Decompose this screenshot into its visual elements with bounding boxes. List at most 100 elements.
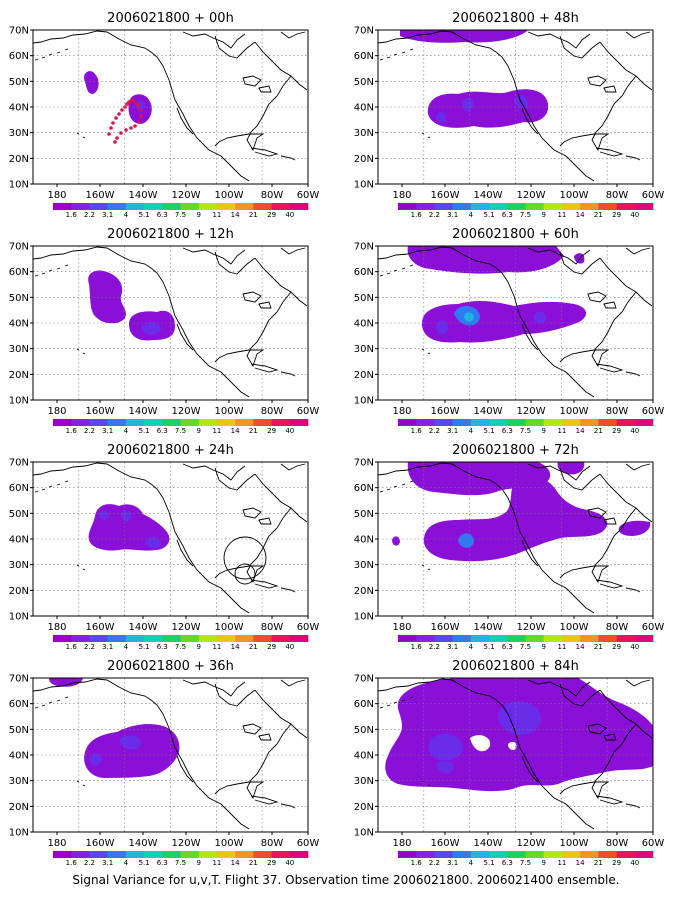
lat-tick-label: 60N	[354, 51, 374, 62]
observation-point	[129, 126, 133, 130]
colorbar-swatch	[525, 203, 545, 210]
colorbar-swatch	[507, 419, 526, 426]
colorbar-swatch	[543, 203, 563, 210]
variance-contour	[145, 536, 161, 549]
lat-tick-label: 50N	[9, 77, 29, 88]
colorbar-swatch	[162, 419, 181, 426]
lon-tick-label: 80W	[261, 838, 284, 849]
colorbar-swatch	[398, 851, 417, 858]
colorbar-swatch	[235, 203, 254, 210]
colorbar-swatch	[489, 851, 508, 858]
colorbar-label: 1.6	[411, 643, 423, 651]
colorbar-swatch	[289, 203, 309, 210]
colorbar-swatch	[144, 203, 163, 210]
lat-tick-label: 20N	[354, 370, 374, 381]
colorbar-swatch	[561, 203, 581, 210]
lon-tick-label: 80W	[606, 622, 629, 633]
lon-tick-label: 160W	[86, 622, 115, 633]
lat-tick-label: 60N	[9, 699, 29, 710]
colorbar-label: 40	[630, 211, 639, 219]
lon-tick-label: 120W	[172, 190, 201, 201]
colorbar-swatch	[198, 851, 218, 858]
lon-tick-label: 60W	[297, 622, 320, 633]
lat-tick-label: 60N	[354, 267, 374, 278]
lat-tick-label: 40N	[354, 751, 374, 762]
colorbar-label: 11	[212, 643, 221, 651]
colorbar-label: 11	[557, 211, 566, 219]
colorbar-label: 14	[231, 859, 240, 867]
lat-tick-label: 20N	[354, 586, 374, 597]
lon-tick-label: 140W	[129, 838, 158, 849]
lat-tick-label: 60N	[9, 51, 29, 62]
colorbar-swatch	[398, 419, 417, 426]
colorbar-swatch	[71, 203, 90, 210]
colorbar-swatch	[198, 635, 218, 642]
colorbar-label: 9	[541, 427, 545, 435]
colorbar-label: 11	[557, 643, 566, 651]
lat-tick-label: 30N	[354, 128, 374, 139]
lat-tick-label: 40N	[354, 535, 374, 546]
colorbar-swatch	[634, 635, 654, 642]
lat-tick-label: 20N	[354, 802, 374, 813]
observation-point	[111, 121, 115, 125]
lon-tick-label: 160W	[86, 190, 115, 201]
lon-tick-label: 60W	[297, 190, 320, 201]
colorbar-label: 7.5	[520, 427, 531, 435]
lat-tick-label: 10N	[9, 828, 29, 839]
colorbar-swatch	[489, 203, 508, 210]
colorbar-label: 3.1	[102, 859, 113, 867]
lon-tick-label: 160W	[86, 838, 115, 849]
observation-point	[133, 124, 137, 128]
colorbar-swatch	[198, 203, 218, 210]
colorbar-label: 1.6	[66, 859, 78, 867]
observation-point	[133, 100, 137, 104]
colorbar-label: 29	[612, 859, 621, 867]
variance-contour	[436, 112, 446, 123]
variance-contour	[407, 246, 564, 274]
lon-tick-label: 180	[47, 622, 66, 633]
colorbar-label: 3.1	[102, 427, 113, 435]
colorbar-swatch	[525, 851, 545, 858]
lat-tick-label: 30N	[9, 776, 29, 787]
panel-title: 2006021800 + 12h	[107, 227, 234, 242]
lat-tick-label: 30N	[354, 344, 374, 355]
colorbar-label: 40	[630, 643, 639, 651]
colorbar-swatch	[580, 419, 599, 426]
variance-contour	[436, 320, 448, 334]
variance-contour	[427, 89, 549, 128]
lon-tick-label: 180	[392, 406, 411, 417]
lat-tick-label: 40N	[9, 535, 29, 546]
variance-contour	[534, 311, 547, 324]
colorbar-swatch	[53, 635, 72, 642]
colorbar-label: 29	[612, 211, 621, 219]
colorbar-label: 2.2	[84, 859, 95, 867]
lat-tick-label: 30N	[9, 560, 29, 571]
lat-tick-label: 10N	[354, 396, 374, 407]
lat-tick-label: 60N	[354, 483, 374, 494]
lon-tick-label: 160W	[431, 190, 460, 201]
colorbar-swatch	[470, 635, 490, 642]
colorbar-swatch	[253, 203, 272, 210]
colorbar-label: 29	[612, 427, 621, 435]
colorbar-swatch	[470, 419, 490, 426]
lat-tick-label: 10N	[354, 612, 374, 623]
colorbar-label: 6.3	[157, 859, 168, 867]
variance-contour	[436, 760, 454, 774]
lat-tick-label: 30N	[9, 344, 29, 355]
variance-contour	[470, 735, 491, 752]
colorbar-label: 9	[196, 859, 200, 867]
lat-tick-label: 40N	[9, 103, 29, 114]
lon-tick-label: 60W	[642, 838, 665, 849]
colorbar-swatch	[598, 419, 617, 426]
colorbar-swatch	[162, 635, 181, 642]
lon-tick-label: 120W	[517, 838, 546, 849]
colorbar-swatch	[289, 635, 309, 642]
colorbar-label: 4	[124, 211, 129, 219]
colorbar-label: 9	[541, 211, 545, 219]
variance-contour	[428, 733, 463, 761]
colorbar-swatch	[507, 203, 526, 210]
colorbar-label: 2.2	[429, 211, 440, 219]
variance-contour	[84, 724, 180, 778]
lon-tick-label: 120W	[517, 406, 546, 417]
colorbar-label: 11	[212, 859, 221, 867]
